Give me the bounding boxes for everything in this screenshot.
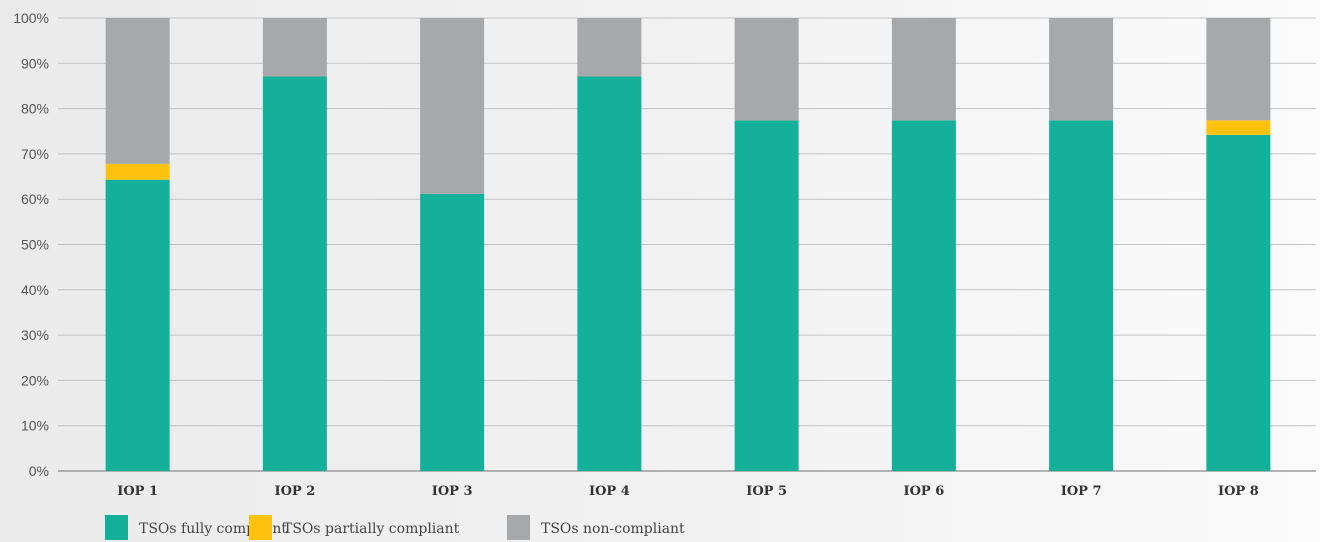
x-tick-label: IOP 8 <box>1218 484 1259 499</box>
x-axis-ticks: IOP 1 IOP 2 IOP 3 IOP 4 IOP 5 IOP 6 IOP 7 IOP 8 <box>117 484 1259 499</box>
bar-segment-fully-compliant <box>420 193 485 471</box>
x-tick-label: IOP 2 <box>274 484 315 499</box>
bar-segment-non-compliant <box>891 18 956 121</box>
y-axis-ticks: 0% 10% 20% 30% 40% 50% 60% 70% 80% 90% 100% <box>13 10 49 479</box>
y-tick-label: 40% <box>21 282 49 298</box>
legend-swatch <box>105 515 128 540</box>
y-tick-label: 10% <box>21 418 49 434</box>
bar-segment-partially-compliant <box>1206 120 1271 135</box>
bar-segment-non-compliant <box>105 18 170 164</box>
y-tick-label: 60% <box>21 191 49 207</box>
bar-segment-fully-compliant <box>1049 120 1114 472</box>
x-tick-label: IOP 1 <box>117 484 158 499</box>
gridlines <box>58 17 1316 472</box>
bar-segment-non-compliant <box>1206 18 1271 121</box>
y-tick-label: 30% <box>21 327 49 343</box>
bar-segment-fully-compliant <box>577 76 642 471</box>
y-tick-label: 100% <box>13 10 49 26</box>
legend-label: TSOs partially compliant <box>283 521 460 537</box>
bars <box>105 18 1271 472</box>
bar-segment-non-compliant <box>262 18 327 77</box>
y-tick-label: 80% <box>21 101 49 117</box>
x-tick-label: IOP 7 <box>1061 484 1102 499</box>
y-tick-label: 0% <box>29 463 49 479</box>
bar-segment-fully-compliant <box>891 120 956 472</box>
y-tick-label: 50% <box>21 237 49 253</box>
bar-segment-non-compliant <box>1049 18 1114 121</box>
bar-segment-fully-compliant <box>262 76 327 471</box>
y-tick-label: 20% <box>21 372 49 388</box>
bar-segment-fully-compliant <box>105 179 170 471</box>
bar-segment-fully-compliant <box>1206 134 1271 471</box>
bar-segment-non-compliant <box>420 18 485 194</box>
bar-segment-non-compliant <box>734 18 799 121</box>
bar-segment-fully-compliant <box>734 120 799 472</box>
legend-label: TSOs non-compliant <box>541 521 685 537</box>
legend-swatch <box>507 515 530 540</box>
y-tick-label: 90% <box>21 55 49 71</box>
legend-swatch <box>249 515 272 540</box>
y-tick-label: 70% <box>21 146 49 162</box>
x-tick-label: IOP 5 <box>746 484 787 499</box>
x-tick-label: IOP 4 <box>589 484 630 499</box>
x-tick-label: IOP 6 <box>903 484 944 499</box>
bar-segment-non-compliant <box>577 18 642 77</box>
bar-segment-partially-compliant <box>105 163 170 180</box>
x-tick-label: IOP 3 <box>432 484 473 499</box>
